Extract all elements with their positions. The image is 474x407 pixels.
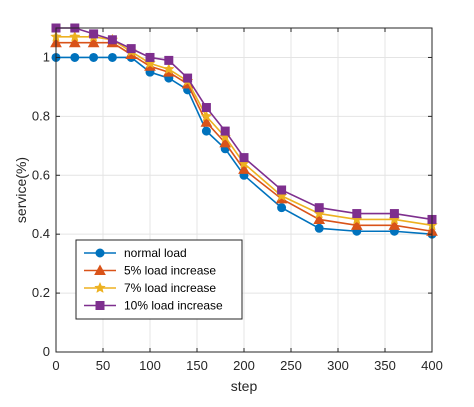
data-point — [107, 52, 117, 62]
x-tick-label: 50 — [96, 358, 110, 373]
axis-ticks — [55, 28, 433, 353]
y-tick-label: 1 — [43, 49, 50, 64]
data-point — [70, 52, 80, 62]
y-tick-label: 0.8 — [32, 108, 50, 123]
data-point — [239, 153, 249, 163]
x-tick-label: 150 — [186, 358, 208, 373]
x-tick-label: 0 — [52, 358, 59, 373]
data-point — [219, 136, 232, 148]
data-point — [350, 219, 363, 230]
data-point — [200, 110, 213, 122]
data-point — [277, 203, 287, 213]
data-point — [314, 203, 324, 213]
data-point — [89, 29, 99, 39]
data-point — [107, 35, 117, 45]
data-point — [68, 36, 81, 48]
legend-item: 5% load increase — [84, 264, 216, 278]
y-axis-label: service(%) — [13, 157, 29, 223]
x-tick-label: 100 — [139, 358, 161, 373]
legend: normal load 5% load increase 7% load incre… — [75, 239, 243, 320]
data-point — [183, 73, 193, 83]
data-point — [388, 219, 401, 230]
series-line — [56, 56, 433, 235]
series-line — [56, 41, 433, 233]
legend-marker — [95, 301, 105, 310]
legend-item: normal load — [84, 246, 187, 260]
x-axis-label: step — [231, 378, 258, 394]
data-point — [162, 63, 175, 75]
legend-marker — [94, 264, 106, 275]
legend-marker — [95, 248, 105, 258]
x-tick-label: 400 — [421, 358, 443, 373]
x-tick-label: 200 — [233, 358, 255, 373]
legend-item: 7% load increase — [84, 281, 216, 295]
data-point — [389, 209, 399, 219]
data-point — [89, 52, 99, 62]
data-point — [164, 55, 174, 65]
series-line — [56, 27, 433, 221]
legend-label: 5% load increase — [124, 264, 216, 278]
x-tick-label: 350 — [374, 358, 396, 373]
x-tick-label: 250 — [280, 358, 302, 373]
data-point — [126, 44, 136, 54]
data-point — [238, 163, 250, 174]
y-tick-label: 0.6 — [32, 167, 50, 182]
data-point — [314, 223, 324, 233]
legend-label: 10% load increase — [124, 299, 223, 313]
data-point — [145, 52, 155, 62]
y-tick-label: 0.4 — [32, 226, 50, 241]
y-tick-label: 0 — [43, 344, 50, 359]
data-point — [201, 103, 211, 113]
legend-label: normal load — [124, 246, 187, 260]
data-point — [220, 126, 230, 136]
data-point — [200, 116, 213, 127]
x-tick-label: 300 — [327, 358, 349, 373]
tick-labels: 0 50 100 150 200 250 300 350 400 0 0.2 0.4 0.6 0.8 1 — [32, 49, 443, 373]
data-point — [87, 36, 100, 48]
legend-label: 7% load increase — [124, 281, 216, 295]
y-tick-label: 0.2 — [32, 285, 50, 300]
data-point — [201, 126, 211, 136]
data-point — [68, 30, 81, 42]
series-line — [56, 36, 433, 227]
legend-marker — [94, 281, 106, 293]
data-point — [313, 213, 326, 224]
data-point — [277, 185, 287, 195]
legend-item: 10% load increase — [84, 299, 223, 313]
data-point — [352, 209, 362, 219]
grid-lines — [55, 28, 433, 353]
